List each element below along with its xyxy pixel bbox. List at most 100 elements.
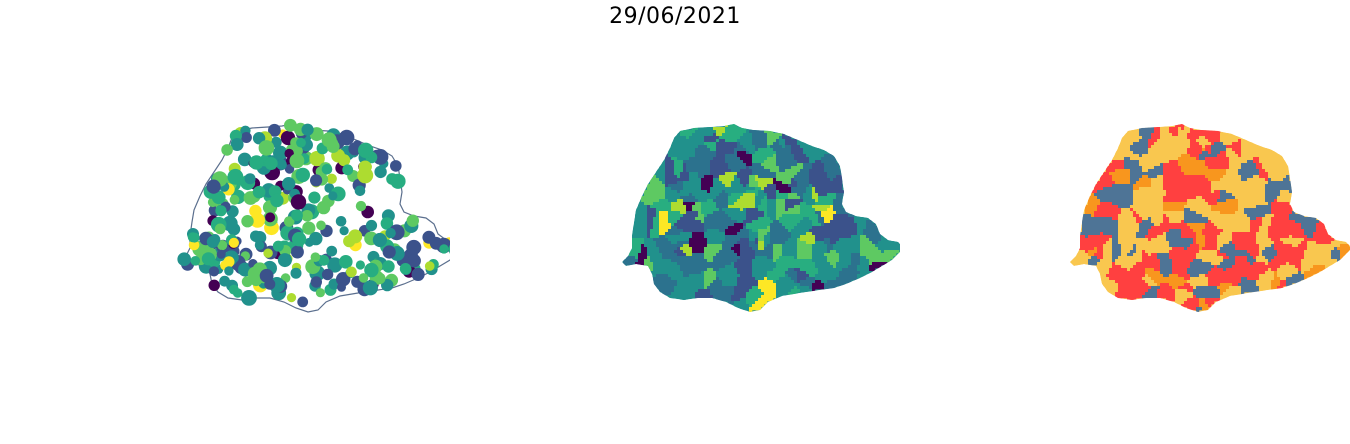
municipality-cell [692,208,696,212]
municipality-cell [659,226,663,230]
municipality-cell [683,298,687,302]
municipality-cell [797,154,801,158]
municipality-cell [650,232,654,236]
municipality-symbol [297,296,309,308]
municipality-cell [767,190,771,194]
municipality-cell [887,241,891,245]
municipality-cell [1238,160,1242,164]
municipality-cell [761,178,765,182]
municipality-cell [671,253,675,257]
municipality-cell [827,283,831,287]
municipality-cell [1214,139,1218,143]
municipality-cell [854,223,858,227]
municipality-cell [656,199,660,203]
municipality-cell [1169,127,1173,131]
municipality-cell [707,202,711,206]
municipality-cell [698,127,702,131]
municipality-cell [689,172,693,176]
municipality-cell [665,229,669,233]
municipality-cell [1214,145,1218,149]
municipality-cell [1193,148,1197,152]
municipality-cell [725,229,729,233]
municipality-cell [797,166,801,170]
municipality-cell [659,265,663,269]
municipality-cell [1226,160,1230,164]
municipality-cell [713,265,717,269]
municipality-cell [629,250,633,254]
municipality-cell [692,256,696,260]
municipality-cell [659,241,663,245]
municipality-cell [752,199,756,203]
municipality-cell [743,238,747,242]
municipality-cell [656,205,660,209]
municipality-cell [653,214,657,218]
municipality-cell [1178,151,1182,155]
municipality-cell [809,199,813,203]
municipality-cell [698,178,702,182]
municipality-cell [734,223,738,227]
municipality-cell [671,262,675,266]
municipality-cell [713,277,717,281]
municipality-cell [782,268,786,272]
municipality-cell [1139,148,1143,152]
municipality-cell [626,259,630,263]
municipality-cell [653,217,657,221]
municipality-cell [746,154,750,158]
municipality-cell [1277,160,1281,164]
municipality-cell [803,211,807,215]
municipality-cell [692,286,696,290]
municipality-cell [1145,139,1149,143]
municipality-cell [854,229,858,233]
municipality-cell [743,274,747,278]
municipality-cell [638,238,642,242]
municipality-cell [1208,130,1212,134]
municipality-cell [740,139,744,143]
municipality-cell [1166,136,1170,140]
municipality-cell [1184,157,1188,161]
municipality-cell [737,226,741,230]
municipality-cell [665,157,669,161]
municipality-cell [704,160,708,164]
municipality-cell [767,172,771,176]
municipality-cell [641,250,645,254]
municipality-cell [782,178,786,182]
municipality-cell [734,196,738,200]
municipality-cell [788,256,792,260]
municipality-cell [809,145,813,149]
municipality-cell [794,247,798,251]
municipality-cell [716,283,720,287]
municipality-cell [698,217,702,221]
municipality-cell [731,244,735,248]
municipality-cell [737,277,741,281]
municipality-cell [776,226,780,230]
municipality-cell [1256,172,1260,176]
municipality-cell [1283,160,1287,164]
municipality-cell [746,172,750,176]
municipality-cell [896,244,900,248]
municipality-cell [758,241,762,245]
municipality-cell [1166,148,1170,152]
municipality-cell [1133,136,1137,140]
municipality-cell [827,205,831,209]
municipality-cell [635,247,639,251]
municipality-cell [749,145,753,149]
municipality-cell [710,247,714,251]
municipality-cell [1109,163,1113,167]
municipality-cell [764,247,768,251]
municipality-cell [758,160,762,164]
municipality-cell [842,226,846,230]
municipality-cell [731,286,735,290]
municipality-cell [689,184,693,188]
municipality-cell [764,172,768,176]
municipality-cell [1193,175,1197,179]
municipality-symbol [382,260,395,273]
municipality-cell [656,244,660,248]
municipality-cell [692,160,696,164]
municipality-cell [1118,145,1122,149]
choropleth-map [622,124,900,312]
municipality-cell [1124,175,1128,179]
municipality-cell [692,190,696,194]
municipality-cell [794,271,798,275]
municipality-cell [1187,151,1191,155]
municipality-cell [665,154,669,158]
